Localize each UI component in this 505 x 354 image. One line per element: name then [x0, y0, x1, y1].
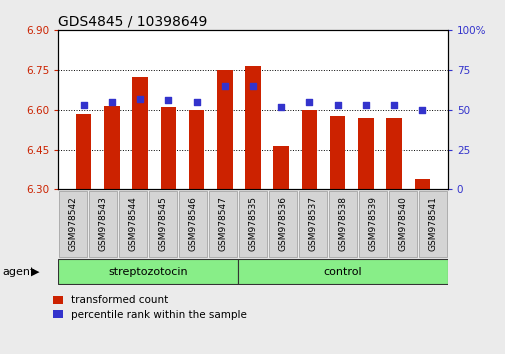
Text: GSM978541: GSM978541: [427, 196, 436, 251]
Text: agent: agent: [3, 267, 35, 277]
Bar: [273, 145, 288, 189]
Point: [192, 99, 200, 105]
Point: [108, 99, 116, 105]
FancyBboxPatch shape: [209, 191, 237, 257]
Point: [277, 104, 285, 109]
FancyBboxPatch shape: [148, 191, 177, 257]
Point: [248, 83, 257, 88]
Point: [220, 83, 228, 88]
Bar: [245, 66, 260, 189]
Text: GSM978536: GSM978536: [278, 196, 287, 251]
Point: [136, 96, 144, 101]
FancyBboxPatch shape: [388, 191, 416, 257]
FancyBboxPatch shape: [58, 259, 237, 284]
Text: streptozotocin: streptozotocin: [108, 267, 187, 277]
Legend: transformed count, percentile rank within the sample: transformed count, percentile rank withi…: [53, 296, 246, 320]
Bar: [104, 106, 119, 189]
Bar: [386, 118, 401, 189]
Text: GSM978537: GSM978537: [308, 196, 317, 251]
Point: [333, 102, 341, 108]
FancyBboxPatch shape: [298, 191, 326, 257]
Text: GSM978535: GSM978535: [248, 196, 257, 251]
Text: GSM978547: GSM978547: [218, 196, 227, 251]
FancyBboxPatch shape: [358, 191, 386, 257]
Bar: [132, 76, 147, 189]
Text: GDS4845 / 10398649: GDS4845 / 10398649: [58, 14, 207, 28]
Text: control: control: [323, 267, 362, 277]
FancyBboxPatch shape: [238, 191, 267, 257]
FancyBboxPatch shape: [237, 259, 447, 284]
Bar: [414, 179, 429, 189]
Text: GSM978543: GSM978543: [98, 196, 108, 251]
Text: GSM978538: GSM978538: [338, 196, 347, 251]
FancyBboxPatch shape: [119, 191, 147, 257]
Text: GSM978544: GSM978544: [128, 196, 137, 251]
Bar: [188, 110, 204, 189]
Text: GSM978546: GSM978546: [188, 196, 197, 251]
FancyBboxPatch shape: [328, 191, 357, 257]
Bar: [358, 118, 373, 189]
Point: [164, 97, 172, 103]
FancyBboxPatch shape: [418, 191, 446, 257]
FancyBboxPatch shape: [89, 191, 117, 257]
Text: GSM978539: GSM978539: [368, 196, 377, 251]
Text: GSM978540: GSM978540: [397, 196, 407, 251]
FancyBboxPatch shape: [268, 191, 296, 257]
FancyBboxPatch shape: [59, 191, 87, 257]
Text: GSM978542: GSM978542: [69, 196, 78, 251]
Bar: [160, 107, 176, 189]
FancyBboxPatch shape: [179, 191, 207, 257]
Point: [79, 102, 87, 108]
Point: [361, 102, 369, 108]
Point: [305, 99, 313, 105]
Point: [418, 107, 426, 113]
Bar: [301, 110, 317, 189]
Text: ▶: ▶: [31, 267, 40, 277]
Bar: [329, 116, 345, 189]
Bar: [217, 70, 232, 189]
Text: GSM978545: GSM978545: [158, 196, 167, 251]
Bar: [76, 114, 91, 189]
Point: [389, 102, 397, 108]
